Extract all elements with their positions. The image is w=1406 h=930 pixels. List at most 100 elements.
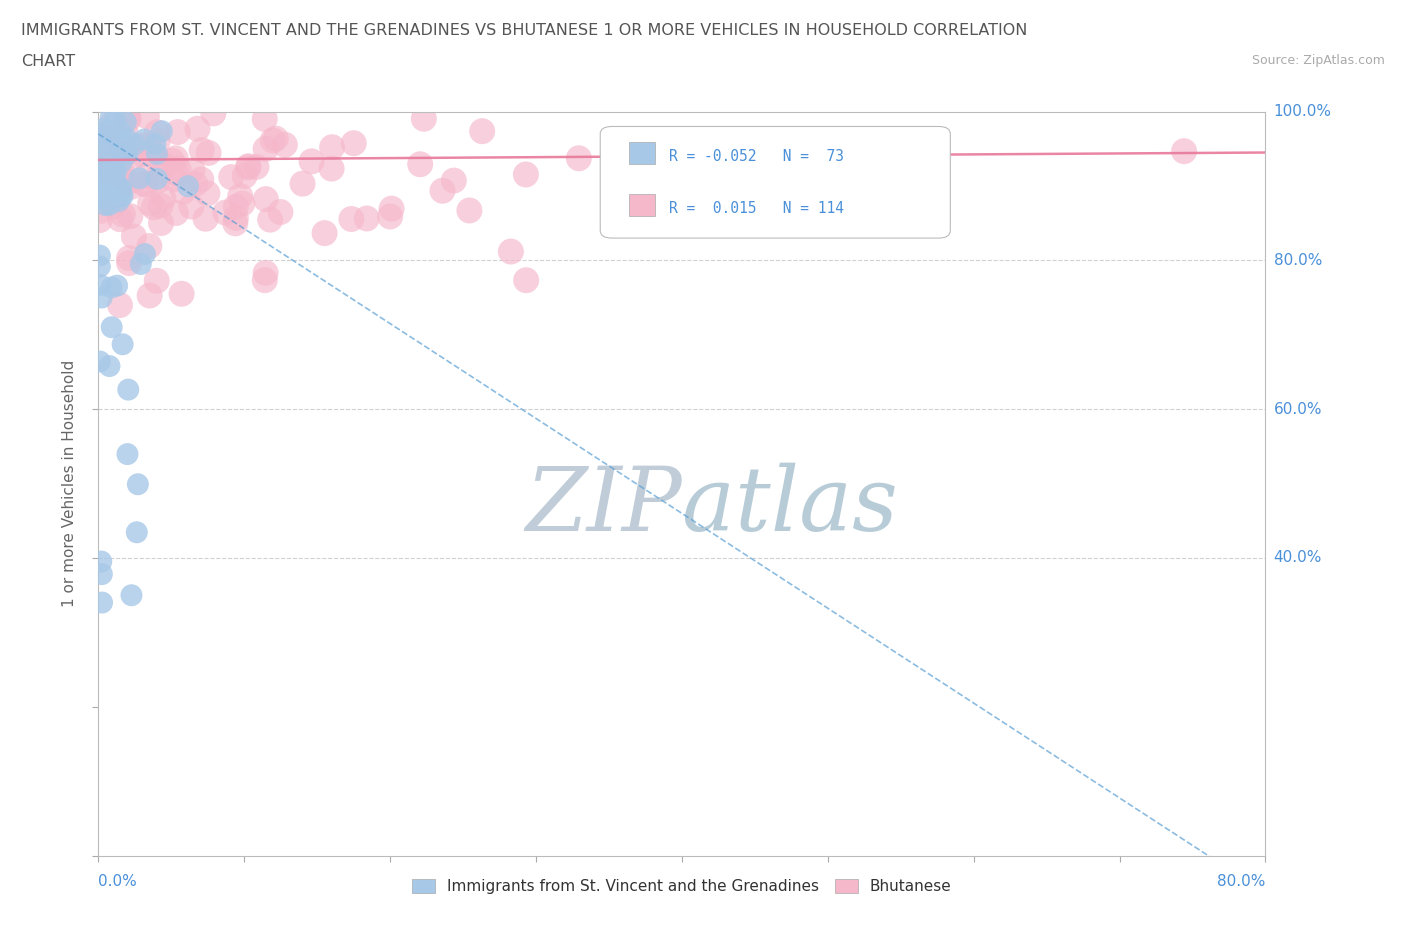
Point xyxy=(96,169,118,184)
Point xyxy=(135,109,157,124)
Point xyxy=(105,278,128,293)
Point xyxy=(100,280,122,295)
Point xyxy=(105,164,128,179)
Point xyxy=(122,229,145,244)
Point xyxy=(90,204,112,219)
Point xyxy=(471,124,494,139)
Point xyxy=(219,169,242,184)
Point xyxy=(245,159,267,174)
Point xyxy=(111,337,134,352)
Point xyxy=(89,161,111,176)
Point xyxy=(146,133,169,148)
Point xyxy=(378,209,401,224)
Point xyxy=(458,203,481,218)
Point xyxy=(105,131,128,146)
Point xyxy=(225,199,247,214)
Point xyxy=(114,125,136,140)
Text: R = -0.052   N =  73: R = -0.052 N = 73 xyxy=(669,149,844,164)
Point xyxy=(160,153,183,168)
Point xyxy=(107,140,129,155)
Point xyxy=(231,196,253,211)
Legend: Immigrants from St. Vincent and the Grenadines, Bhutanese: Immigrants from St. Vincent and the Gren… xyxy=(406,872,957,900)
Point xyxy=(184,177,207,192)
Point xyxy=(118,256,141,271)
Point xyxy=(233,168,256,183)
Point xyxy=(146,125,169,140)
Point xyxy=(145,273,167,288)
Point xyxy=(186,121,208,136)
Point xyxy=(91,595,114,610)
Point xyxy=(150,216,173,231)
Point xyxy=(100,320,122,335)
Point xyxy=(111,175,134,190)
Point xyxy=(110,190,132,205)
Point xyxy=(135,168,157,183)
Point xyxy=(165,206,187,220)
Point xyxy=(94,197,117,212)
Point xyxy=(132,177,155,192)
Point xyxy=(134,132,156,147)
Point xyxy=(115,142,138,157)
Point xyxy=(108,143,131,158)
Point xyxy=(139,196,162,211)
Point xyxy=(96,176,118,191)
Point xyxy=(177,179,200,193)
Point xyxy=(94,170,117,185)
Point xyxy=(180,199,202,214)
Point xyxy=(90,554,112,569)
Point xyxy=(90,191,112,206)
Point xyxy=(170,286,193,301)
Point xyxy=(111,189,134,204)
Point xyxy=(117,110,139,125)
Point xyxy=(97,166,120,180)
Point xyxy=(112,133,135,148)
Point xyxy=(89,147,111,162)
Point xyxy=(190,172,212,187)
Point xyxy=(197,186,219,201)
Point xyxy=(165,151,187,166)
Text: ZIP: ZIP xyxy=(526,462,682,550)
Point xyxy=(146,171,169,186)
Point xyxy=(111,207,134,222)
Point xyxy=(343,136,366,151)
Point xyxy=(356,211,378,226)
Point xyxy=(254,192,277,206)
Point xyxy=(120,208,142,223)
Point xyxy=(129,257,152,272)
Point xyxy=(110,181,132,196)
Point xyxy=(253,272,276,287)
Text: 60.0%: 60.0% xyxy=(1274,402,1322,417)
FancyBboxPatch shape xyxy=(630,194,655,216)
Point xyxy=(117,382,139,397)
Point xyxy=(94,153,117,168)
Point xyxy=(1173,144,1195,159)
Point xyxy=(143,149,166,164)
Point xyxy=(786,166,808,180)
Text: Source: ZipAtlas.com: Source: ZipAtlas.com xyxy=(1251,54,1385,67)
Point xyxy=(269,205,291,219)
Point xyxy=(152,191,174,206)
Point xyxy=(321,161,343,176)
FancyBboxPatch shape xyxy=(630,142,655,164)
Point xyxy=(91,165,114,179)
Point xyxy=(100,116,122,131)
Point xyxy=(120,179,142,194)
Point xyxy=(107,193,129,208)
Text: 0.0%: 0.0% xyxy=(98,874,138,889)
Point xyxy=(626,141,648,156)
Point xyxy=(103,166,125,180)
Point xyxy=(146,147,169,162)
Point xyxy=(89,126,111,140)
Point xyxy=(117,446,139,461)
Point xyxy=(98,123,121,138)
Point xyxy=(148,173,170,188)
Point xyxy=(274,138,297,153)
Point xyxy=(197,145,219,160)
Point xyxy=(98,176,121,191)
Point xyxy=(122,150,145,165)
Point xyxy=(166,125,188,140)
Point xyxy=(229,189,252,204)
Point xyxy=(515,272,537,287)
Point xyxy=(150,124,173,139)
Point xyxy=(89,354,111,369)
